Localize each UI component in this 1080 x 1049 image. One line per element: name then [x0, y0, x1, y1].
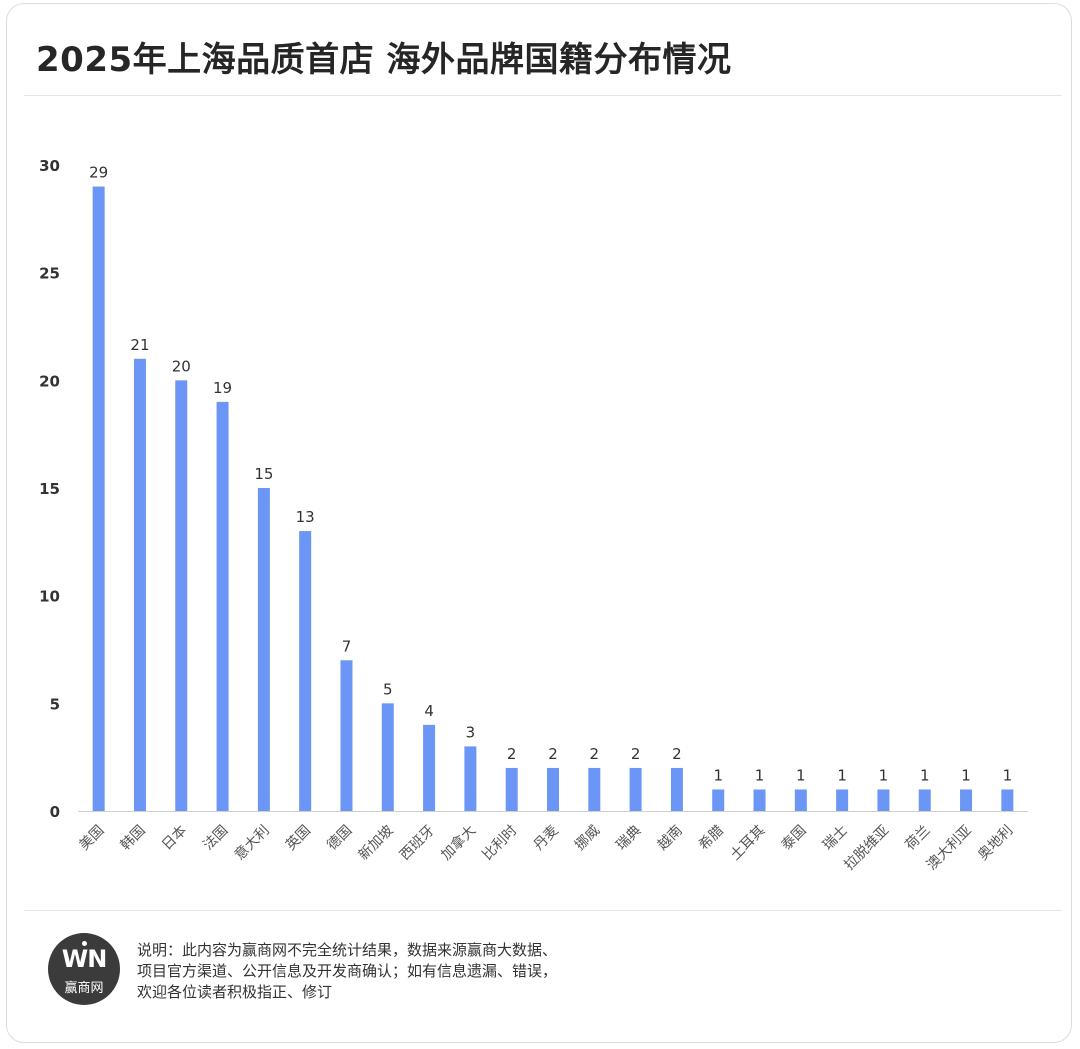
title-divider	[24, 95, 1062, 96]
data-label: 2	[672, 745, 682, 763]
x-tick-label: 澳大利亚	[924, 823, 975, 874]
bar	[1001, 789, 1014, 811]
bar	[547, 767, 559, 811]
y-tick-label: 15	[39, 480, 60, 498]
x-tick-label: 奥地利	[974, 822, 1016, 864]
data-label: 1	[1003, 766, 1013, 784]
chart-title: 2025年上海品质首店 海外品牌国籍分布情况	[36, 40, 732, 80]
x-tick-label: 韩国	[118, 823, 149, 854]
x-tick-label: 希腊	[696, 823, 727, 854]
footer-divider	[24, 910, 1062, 911]
bar	[794, 789, 807, 811]
bar	[92, 186, 105, 812]
bar	[588, 767, 601, 811]
data-label: 1	[755, 766, 765, 784]
x-tick-label: 瑞典	[613, 823, 644, 854]
data-label: 1	[713, 766, 723, 784]
bar	[423, 724, 436, 811]
bar	[712, 789, 725, 811]
bar	[216, 401, 229, 811]
data-label: 1	[961, 766, 971, 784]
bar	[505, 767, 518, 811]
x-tick-label: 意大利	[231, 822, 273, 864]
data-label: 3	[466, 723, 476, 741]
x-tick-label: 比利时	[480, 823, 521, 864]
data-label: 5	[383, 680, 393, 698]
data-label: 2	[548, 745, 558, 763]
x-tick-label: 西班牙	[397, 823, 438, 864]
bar	[464, 746, 477, 811]
data-label: 19	[213, 379, 232, 397]
bar	[629, 767, 642, 811]
x-tick-label: 挪威	[572, 823, 603, 854]
data-label: 1	[796, 766, 806, 784]
bar	[133, 358, 146, 811]
bar	[299, 531, 312, 811]
x-tick-label: 日本	[159, 823, 190, 854]
brand-logo: WN 赢商网	[48, 933, 120, 1005]
bar	[960, 789, 973, 811]
y-tick-label: 30	[39, 157, 60, 175]
data-label: 2	[590, 745, 600, 763]
x-tick-label: 美国	[76, 823, 107, 854]
data-label: 1	[837, 766, 847, 784]
bar	[836, 789, 849, 811]
data-label: 7	[342, 637, 352, 655]
data-label: 1	[920, 766, 930, 784]
y-tick-label: 25	[39, 265, 60, 283]
footnote-line: 说明：此内容为赢商网不完全统计结果，数据来源赢商大数据、	[137, 941, 558, 959]
footnote-line: 项目官方渠道、公开信息及开发商确认；如有信息遗漏、错误，	[137, 962, 558, 980]
x-tick-label: 瑞士	[820, 823, 851, 854]
data-label: 13	[296, 508, 315, 526]
bar	[918, 789, 931, 811]
x-tick-label: 越南	[655, 823, 686, 854]
x-tick-label: 新加坡	[356, 823, 397, 864]
data-label: 2	[507, 745, 517, 763]
data-label: 4	[424, 702, 434, 720]
bar	[670, 767, 683, 811]
bar	[877, 789, 890, 811]
x-tick-label: 荷兰	[902, 823, 933, 854]
bar	[175, 380, 188, 811]
data-label: 1	[879, 766, 889, 784]
logo-name: 赢商网	[64, 981, 104, 996]
x-tick-label: 拉脱维亚	[841, 823, 892, 874]
data-label: 29	[89, 164, 108, 182]
y-tick-label: 0	[50, 803, 60, 821]
x-tick-label: 加拿大	[438, 822, 480, 864]
x-tick-label: 土耳其	[727, 823, 768, 864]
x-tick-label: 法国	[200, 823, 231, 854]
logo-mark: WN	[61, 945, 108, 973]
data-label: 21	[130, 336, 149, 354]
x-tick-label: 德国	[324, 823, 355, 854]
x-tick-label: 英国	[282, 822, 314, 854]
bar	[340, 660, 353, 811]
data-label: 15	[254, 465, 273, 483]
y-tick-label: 10	[39, 588, 60, 606]
data-label: 20	[172, 357, 191, 375]
bar	[257, 488, 270, 811]
bar	[753, 789, 766, 811]
y-tick-label: 20	[39, 372, 60, 390]
x-tick-label: 丹麦	[531, 823, 562, 854]
footnote: 说明：此内容为赢商网不完全统计结果，数据来源赢商大数据、 项目官方渠道、公开信息…	[137, 940, 657, 1003]
footnote-line: 欢迎各位读者积极指正、修订	[137, 983, 333, 1001]
logo-dot-icon	[82, 941, 87, 946]
x-tick-label: 泰国	[779, 823, 810, 854]
data-label: 2	[631, 745, 641, 763]
bar	[381, 703, 394, 811]
y-tick-label: 5	[50, 695, 60, 713]
